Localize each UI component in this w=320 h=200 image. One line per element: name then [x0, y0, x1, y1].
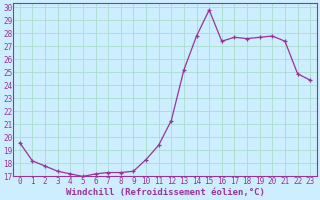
- X-axis label: Windchill (Refroidissement éolien,°C): Windchill (Refroidissement éolien,°C): [66, 188, 264, 197]
